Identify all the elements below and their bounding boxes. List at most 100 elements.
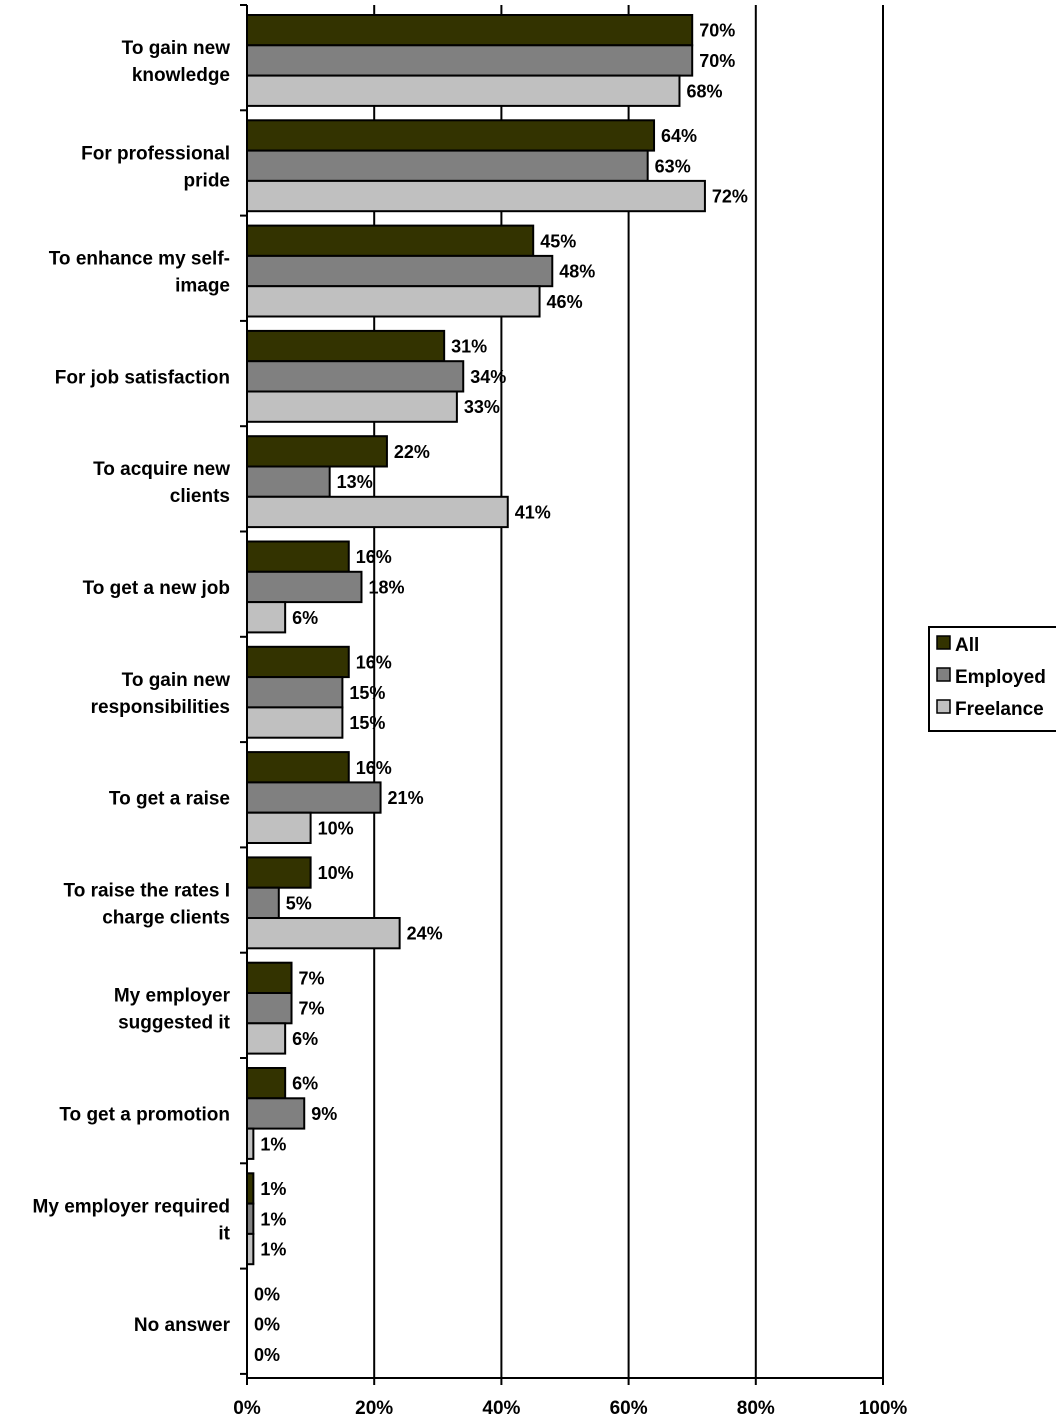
bar-all [246, 435, 388, 468]
category-label: To enhance my self- [49, 249, 230, 270]
bar-freelance [246, 811, 312, 845]
bar-employed [246, 886, 280, 920]
value-label: 1% [260, 1240, 286, 1260]
bar-all [246, 224, 535, 257]
category-label: No answer [134, 1315, 231, 1336]
bar-freelance [246, 179, 706, 213]
bar-all [246, 1067, 287, 1100]
value-label: 0% [254, 1315, 280, 1335]
value-label: 64% [661, 126, 697, 146]
bar-all [246, 645, 350, 679]
value-label: 10% [318, 818, 354, 838]
value-label: 63% [655, 156, 691, 176]
category-label: To get a promotion [59, 1104, 230, 1125]
value-label: 10% [318, 863, 354, 883]
bar-employed [246, 570, 363, 604]
x-tick-label: 0% [233, 1398, 261, 1416]
category-label: For job satisfaction [55, 367, 230, 388]
value-label: 18% [368, 577, 404, 597]
value-label: 13% [337, 472, 373, 492]
legend-swatch-all [936, 635, 951, 650]
category-label: To get a new job [83, 578, 230, 599]
value-label: 16% [356, 652, 392, 672]
value-label: 24% [407, 924, 443, 944]
bar-freelance [246, 917, 401, 950]
legend-swatch-freelance [936, 699, 951, 714]
bar-freelance [246, 706, 344, 739]
category-labels: To gain new knowledge For professional prid… [33, 38, 231, 1336]
value-label: 15% [349, 683, 385, 703]
value-label: 1% [260, 1209, 286, 1229]
axes [240, 4, 884, 1385]
bar-freelance [246, 495, 509, 529]
value-label: 72% [712, 187, 748, 207]
category-label: pride [184, 170, 230, 191]
category-label: clients [170, 486, 230, 507]
bar-employed [246, 360, 465, 393]
bar-employed [246, 44, 694, 77]
value-label: 22% [394, 442, 430, 462]
category-label: For professional [81, 143, 230, 164]
x-tick-label: 40% [482, 1398, 520, 1416]
x-tick-label: 60% [610, 1398, 648, 1416]
bar-employed [246, 149, 649, 182]
value-label: 0% [254, 1284, 280, 1304]
value-label: 33% [464, 397, 500, 417]
bar-freelance [246, 601, 287, 634]
value-label: 41% [515, 502, 551, 522]
bar-employed [246, 254, 554, 288]
value-label: 15% [349, 713, 385, 733]
x-tick-labels: 0% 20% 40% 60% 80% 100% [233, 1398, 907, 1416]
legend-swatch-employed [936, 667, 951, 682]
category-label: responsibilities [91, 697, 230, 718]
value-label: 5% [286, 893, 312, 913]
legend-label-freelance: Freelance [955, 699, 1044, 720]
category-label: suggested it [118, 1013, 231, 1034]
legend-label-all: All [955, 635, 979, 656]
x-tick-label: 80% [737, 1398, 775, 1416]
value-label: 9% [311, 1104, 337, 1124]
value-label: 31% [451, 337, 487, 357]
category-label: To raise the rates I [64, 880, 231, 901]
value-labels: 70% 70% 68% 64% 63% 72% 45% 48% 46% 31% 34% 33% 22% 1… [254, 21, 748, 1365]
bar-freelance [246, 390, 458, 423]
value-label: 48% [559, 262, 595, 282]
category-label: charge clients [102, 907, 230, 928]
bar-freelance [246, 1022, 287, 1055]
bar-all [246, 119, 656, 152]
category-label: My employer [114, 986, 231, 1007]
value-label: 16% [356, 547, 392, 567]
category-label: image [175, 276, 230, 297]
bar-all [246, 751, 350, 784]
category-label: To acquire new [93, 459, 230, 480]
value-label: 34% [470, 367, 506, 387]
value-label: 7% [299, 999, 325, 1019]
bar-all [246, 14, 694, 47]
x-tick-label: 100% [859, 1398, 908, 1416]
value-label: 1% [260, 1134, 286, 1154]
bar-all [246, 540, 350, 573]
x-tick-label: 20% [355, 1398, 393, 1416]
category-label: To gain new [122, 38, 231, 59]
bar-employed [246, 676, 344, 709]
value-label: 68% [686, 81, 722, 101]
bar-employed [246, 465, 331, 498]
value-label: 21% [388, 788, 424, 808]
bar-freelance [246, 285, 541, 318]
value-label: 1% [260, 1179, 286, 1199]
value-label: 45% [540, 231, 576, 251]
value-label: 70% [699, 21, 735, 41]
bar-employed [246, 781, 382, 814]
value-label: 6% [292, 1074, 318, 1094]
category-label: it [218, 1223, 230, 1244]
bar-all [246, 856, 312, 889]
category-label: To gain new [122, 670, 231, 691]
value-label: 6% [292, 608, 318, 628]
value-label: 70% [699, 51, 735, 71]
bar-employed [246, 992, 293, 1025]
value-label: 46% [547, 292, 583, 312]
value-label: 16% [356, 758, 392, 778]
category-label: To get a raise [109, 789, 230, 810]
category-label: My employer required [33, 1196, 230, 1217]
